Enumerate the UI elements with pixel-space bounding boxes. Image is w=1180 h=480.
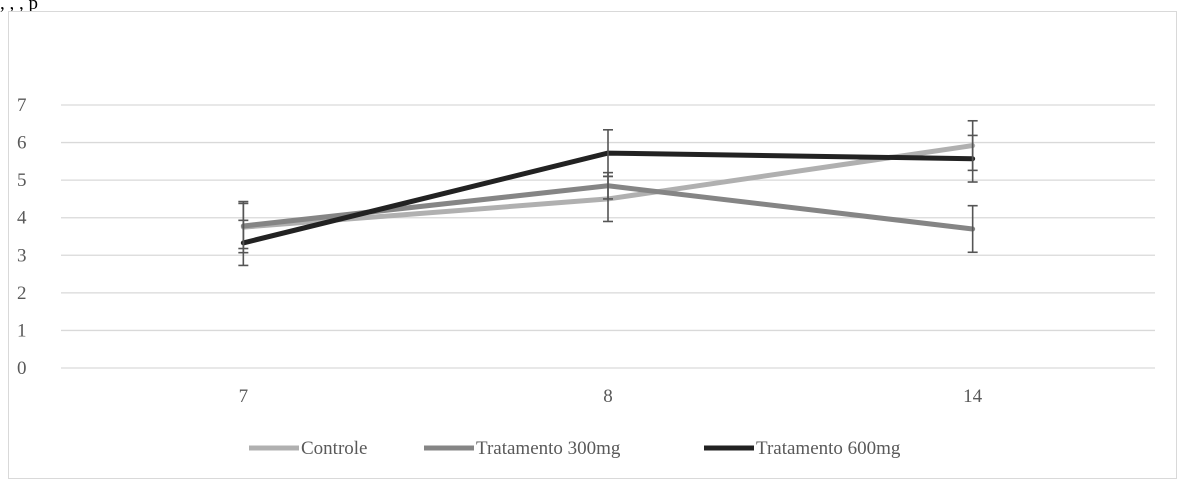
legend-item: Controle	[249, 438, 368, 459]
legend-item: Tratamento 300mg	[424, 438, 621, 459]
error-bar	[603, 128, 613, 178]
legend-label: Tratamento 300mg	[476, 438, 621, 459]
y-tick-label: 6	[17, 133, 27, 154]
error-bar	[967, 134, 978, 183]
y-axis-tick-labels: 0 1 2 3 4 5 6 7	[17, 95, 27, 379]
y-tick-label: 3	[17, 245, 27, 266]
x-tick-label: 8	[603, 386, 613, 407]
top-text-fragment: , , , p	[0, 0, 38, 14]
y-tick-label: 5	[17, 170, 27, 191]
y-tick-label: 0	[17, 358, 27, 379]
legend-label: Controle	[301, 438, 368, 459]
legend-item: Tratamento 600mg	[704, 438, 901, 459]
error-bars	[238, 119, 978, 267]
y-tick-label: 7	[17, 95, 27, 116]
line-chart: 0 1 2 3 4 5 6 7 7 8 14 Controle Tratamento 300mg Tr…	[17, 95, 1155, 459]
y-tick-label: 1	[17, 320, 27, 341]
x-tick-label: 7	[239, 386, 249, 407]
legend: Controle Tratamento 300mg Tratamento 600mg	[249, 438, 901, 459]
y-tick-label: 2	[17, 283, 27, 304]
chart-area: 0 1 2 3 4 5 6 7 7 8 14 Controle Tratamento 300mg Tr…	[8, 11, 1177, 479]
legend-label: Tratamento 600mg	[756, 438, 901, 459]
y-tick-label: 4	[17, 208, 27, 229]
error-bar	[967, 204, 978, 254]
x-tick-label: 14	[963, 386, 983, 407]
x-axis-tick-labels: 7 8 14	[239, 386, 983, 407]
error-bar	[238, 219, 249, 267]
